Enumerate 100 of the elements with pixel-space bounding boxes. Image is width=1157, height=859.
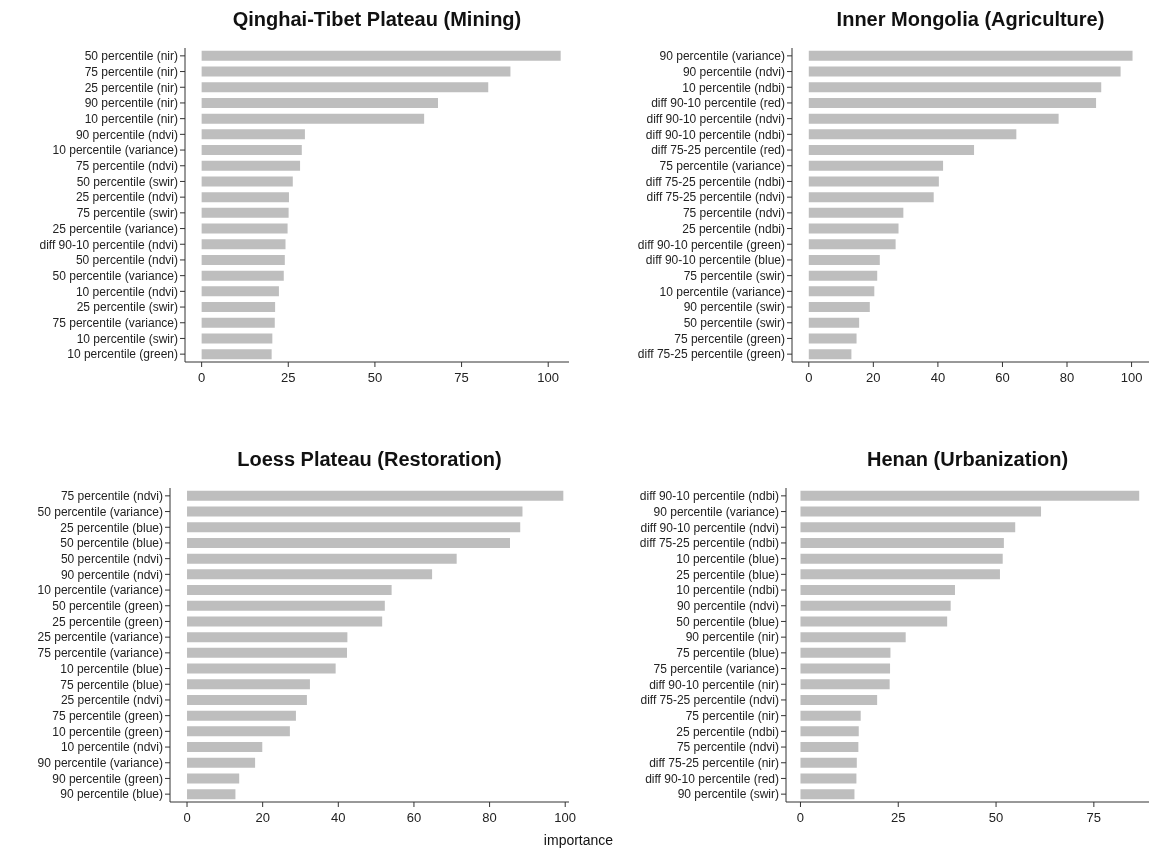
bar — [201, 113, 425, 124]
bar — [808, 302, 870, 313]
bar — [187, 757, 256, 768]
x-tick-label: 20 — [255, 810, 270, 826]
bar — [201, 176, 293, 187]
bar — [201, 349, 272, 360]
bar — [800, 522, 1016, 533]
bar — [808, 50, 1133, 61]
y-tick-label: 75 percentile (variance) — [653, 661, 779, 676]
bar — [808, 270, 878, 281]
y-tick-label: 50 percentile (nir) — [84, 49, 178, 64]
bar — [187, 773, 240, 784]
chart-title: Henan (Urbanization) — [865, 448, 1070, 471]
bar — [187, 553, 457, 564]
bar — [187, 569, 433, 580]
y-tick-label: 10 percentile (ndvi) — [75, 284, 178, 299]
bar — [201, 160, 301, 171]
bar — [800, 600, 951, 611]
bar — [808, 207, 904, 218]
bar — [187, 647, 347, 658]
bar — [187, 537, 510, 548]
y-tick-label: 75 percentile (nir) — [685, 708, 779, 723]
y-tick-label: diff 90-10 percentile (blue) — [645, 253, 785, 268]
y-tick-label: 90 percentile (nir) — [685, 630, 779, 645]
y-tick-label: 75 percentile (variance) — [659, 159, 785, 174]
bar — [800, 632, 906, 643]
bar — [201, 50, 561, 61]
y-tick-label: diff 90-10 percentile (green) — [637, 237, 785, 252]
y-tick-label: 25 percentile (green) — [52, 614, 163, 629]
bar — [187, 616, 383, 627]
bar — [187, 506, 523, 517]
y-tick-label: 90 percentile (swir) — [683, 300, 785, 315]
bar — [808, 317, 860, 328]
y-tick-label: 75 percentile (variance) — [37, 646, 163, 661]
y-tick-label: diff 90-10 percentile (ndbi) — [639, 489, 779, 504]
y-tick-label: 50 percentile (ndvi) — [60, 551, 163, 566]
y-tick-label: 10 percentile (green) — [67, 347, 178, 362]
y-tick-label: 90 percentile (nir) — [84, 96, 178, 111]
y-tick-label: 90 percentile (ndvi) — [676, 599, 779, 614]
y-tick-label: 10 percentile (variance) — [37, 583, 163, 598]
bar — [800, 789, 855, 800]
y-tick-label: 50 percentile (variance) — [52, 268, 178, 283]
bar — [808, 176, 939, 187]
bar — [201, 302, 276, 313]
y-tick-label: 75 percentile (green) — [52, 708, 163, 723]
y-tick-label: diff 75-25 percentile (ndbi) — [639, 536, 779, 551]
bar — [800, 663, 891, 674]
bar — [808, 113, 1059, 124]
x-tick-label: 60 — [406, 810, 422, 826]
y-tick-label: diff 90-10 percentile (ndbi) — [645, 127, 785, 142]
bar — [187, 679, 310, 690]
y-tick-label: 50 percentile (blue) — [60, 536, 163, 551]
x-tick-label: 0 — [183, 810, 191, 826]
y-tick-label: 50 percentile (ndvi) — [75, 253, 178, 268]
bar — [187, 742, 263, 753]
y-tick-label: 75 percentile (blue) — [60, 677, 163, 692]
y-tick-label: 10 percentile (green) — [52, 724, 163, 739]
bar — [800, 585, 955, 596]
bar — [187, 522, 521, 533]
y-tick-label: 90 percentile (blue) — [60, 787, 163, 802]
y-tick-label: 50 percentile (swir) — [76, 174, 178, 189]
bar — [808, 160, 944, 171]
bar — [201, 66, 511, 77]
x-tick-label: 0 — [805, 370, 813, 386]
y-tick-label: 10 percentile (ndvi) — [60, 740, 163, 755]
bar — [187, 490, 564, 501]
y-tick-label: 10 percentile (blue) — [676, 551, 779, 566]
bar — [808, 129, 1017, 140]
y-tick-label: 50 percentile (blue) — [676, 614, 779, 629]
x-tick-label: 100 — [554, 810, 577, 826]
bar — [187, 585, 392, 596]
y-tick-label: 75 percentile (blue) — [676, 646, 779, 661]
bar — [800, 773, 857, 784]
bar — [800, 506, 1042, 517]
bar — [808, 192, 934, 203]
bar — [201, 129, 305, 140]
y-tick-label: 90 percentile (swir) — [677, 787, 779, 802]
y-tick-label: 90 percentile (variance) — [37, 756, 163, 771]
y-tick-label: 10 percentile (blue) — [60, 661, 163, 676]
y-tick-label: diff 90-10 percentile (red) — [651, 96, 785, 111]
bar — [187, 789, 236, 800]
chart-title: Loess Plateau (Restoration) — [236, 448, 503, 471]
y-tick-label: 90 percentile (ndvi) — [682, 64, 785, 79]
x-tick-label: 75 — [1086, 810, 1102, 826]
y-tick-label: 25 percentile (ndvi) — [60, 693, 163, 708]
x-tick-label: 75 — [454, 370, 469, 386]
bar — [201, 286, 279, 297]
y-tick-label: diff 90-10 percentile (ndvi) — [646, 111, 785, 126]
y-tick-label: 10 percentile (variance) — [659, 284, 785, 299]
x-tick-label: 50 — [367, 370, 383, 386]
y-tick-label: 75 percentile (ndvi) — [75, 159, 178, 174]
y-tick-label: 90 percentile (green) — [52, 771, 163, 786]
bar — [201, 207, 289, 218]
chart-title: Qinghai-Tibet Plateau (Mining) — [231, 8, 523, 31]
bar — [808, 286, 875, 297]
y-tick-label: 75 percentile (green) — [674, 331, 785, 346]
bar — [800, 694, 878, 705]
y-tick-label: 50 percentile (variance) — [37, 504, 163, 519]
y-tick-label: 10 percentile (ndbi) — [682, 80, 785, 95]
x-tick-label: 100 — [537, 370, 560, 386]
